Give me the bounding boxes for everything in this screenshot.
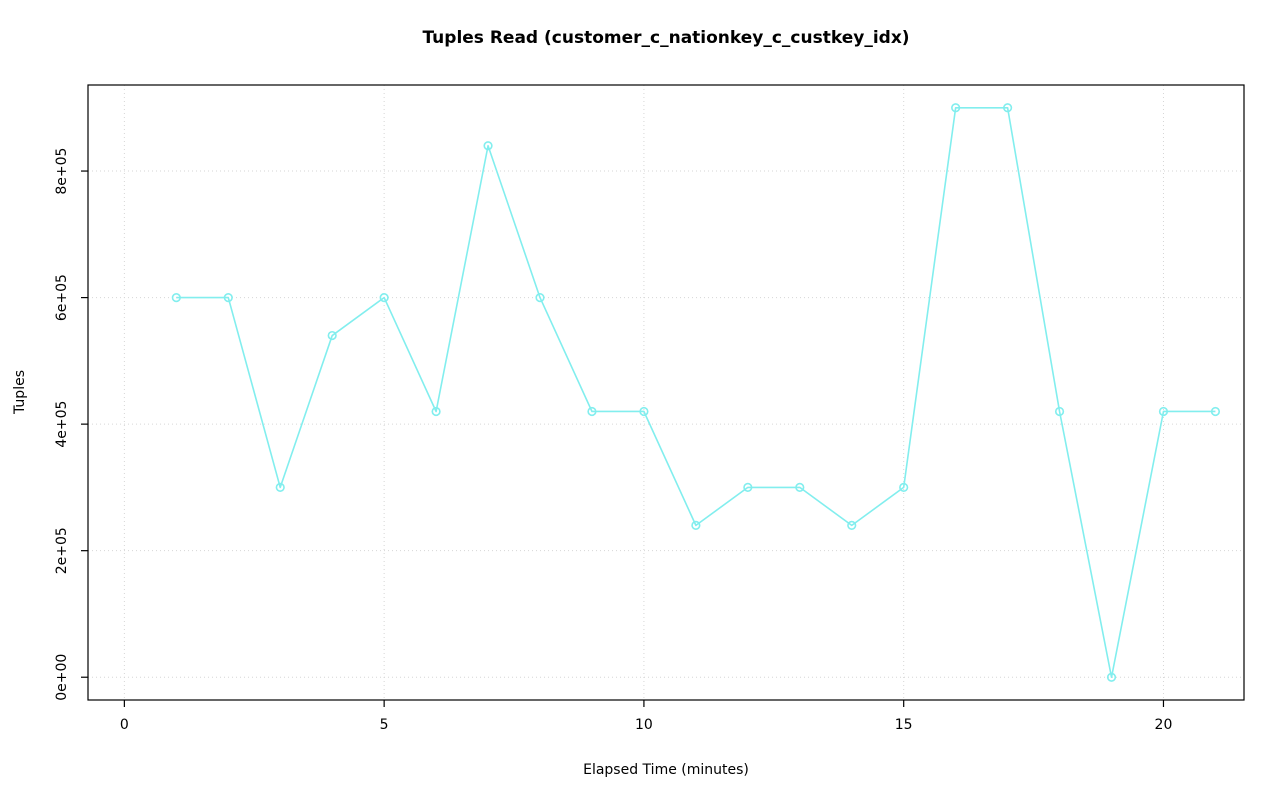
data-point-marker	[899, 482, 909, 493]
data-point-marker	[431, 406, 441, 417]
data-point-marker	[639, 406, 649, 417]
data-point-marker	[1158, 406, 1169, 417]
data-point-marker	[743, 482, 753, 493]
x-tick-label: 20	[1155, 717, 1173, 733]
data-point-marker	[847, 520, 857, 530]
data-point-marker	[691, 520, 701, 530]
data-point-marker	[535, 292, 545, 303]
data-point-marker	[795, 482, 805, 493]
y-axis-label: Tuples	[12, 370, 28, 414]
data-point-marker	[587, 406, 597, 417]
chart-title: Tuples Read (customer_c_nationkey_c_cust…	[422, 28, 910, 48]
data-point-marker	[1054, 406, 1065, 417]
series-line	[176, 106, 1216, 679]
data-point-marker	[171, 292, 181, 303]
data-point-marker	[1210, 406, 1221, 417]
data-point-marker	[483, 141, 493, 151]
y-tick-label: 0e+00	[54, 654, 70, 701]
y-tick-label: 6e+05	[54, 274, 70, 321]
plot-border	[87, 84, 1245, 701]
x-tick-label: 10	[635, 717, 653, 733]
data-point-marker	[223, 292, 233, 303]
data-point-marker	[951, 103, 961, 113]
y-tick-label: 8e+05	[54, 148, 70, 195]
y-tick-label: 2e+05	[54, 527, 70, 574]
x-axis-label: Elapsed Time (minutes)	[583, 762, 749, 778]
data-point-marker	[327, 330, 337, 341]
data-point-marker	[379, 292, 389, 303]
data-point-marker	[1106, 672, 1117, 682]
x-tick-label: 15	[895, 717, 913, 733]
data-point-marker	[1003, 103, 1013, 113]
data-point-marker	[275, 482, 285, 493]
x-tick-label: 5	[380, 717, 389, 733]
x-tick-label: 0	[120, 717, 129, 733]
y-tick-label: 4e+05	[54, 401, 70, 448]
